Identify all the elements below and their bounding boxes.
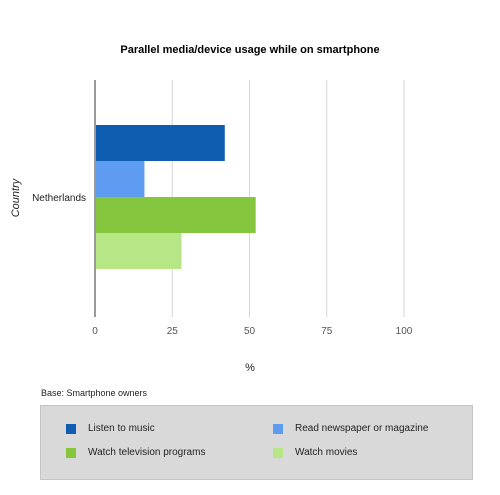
- legend-swatch: [66, 447, 76, 458]
- legend-label: Watch television programs: [88, 447, 206, 458]
- x-tick-labels: 0 25 50 75 100: [92, 326, 413, 337]
- legend-swatch: [273, 423, 283, 434]
- x-tick-label: 50: [244, 326, 256, 337]
- bar-read-newspaper-or-magazine[interactable]: [96, 161, 145, 197]
- legend-label: Read newspaper or magazine: [295, 423, 429, 434]
- bars: [96, 125, 256, 269]
- footnote: Base: Smartphone owners: [41, 388, 148, 398]
- x-tick-label: 0: [92, 326, 98, 337]
- legend-item-watch-movies[interactable]: Watch movies: [273, 447, 357, 458]
- legend-item-listen-to-music[interactable]: Listen to music: [66, 423, 155, 434]
- legend: Listen to music Read newspaper or magazi…: [40, 405, 473, 480]
- bar-listen-to-music[interactable]: [96, 125, 225, 161]
- bar-watch-movies[interactable]: [96, 233, 182, 269]
- x-axis-title: %: [245, 362, 255, 374]
- legend-swatch: [66, 423, 76, 434]
- legend-label: Listen to music: [88, 423, 155, 434]
- bar-watch-television-programs[interactable]: [96, 197, 256, 233]
- category-label: Netherlands: [32, 193, 86, 204]
- chart-title: Parallel media/device usage while on sma…: [120, 44, 380, 56]
- x-tick-label: 25: [167, 326, 179, 337]
- y-axis-title: Country: [10, 177, 22, 217]
- legend-label: Watch movies: [295, 447, 358, 458]
- legend-item-watch-tv[interactable]: Watch television programs: [66, 447, 205, 458]
- legend-item-read-newspaper[interactable]: Read newspaper or magazine: [273, 423, 428, 434]
- x-tick-label: 75: [321, 326, 333, 337]
- legend-swatch: [273, 447, 283, 458]
- x-tick-label: 100: [396, 326, 413, 337]
